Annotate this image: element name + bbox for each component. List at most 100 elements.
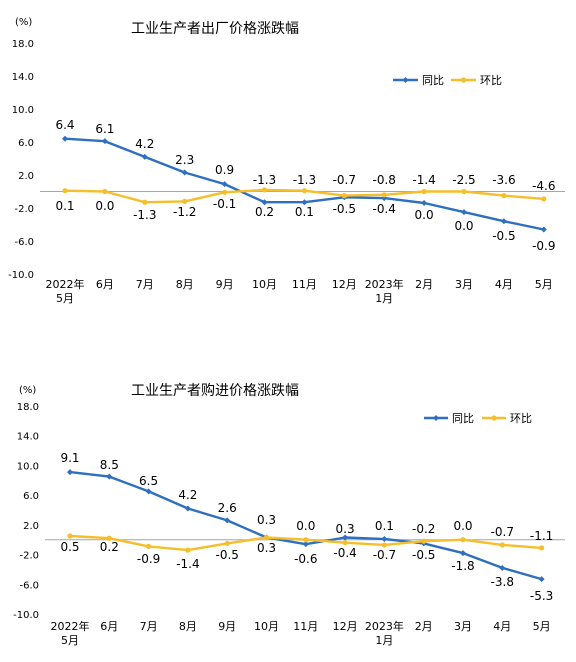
data-point-mom bbox=[342, 540, 348, 546]
data-point-mom bbox=[102, 188, 108, 195]
data-point-mom bbox=[62, 188, 68, 194]
data-label: 0.0 bbox=[296, 519, 315, 533]
chart-1: 工业生产者出厂价格涨跌幅 (%) 18.0 14.0 10.0 6.0 2.0 -2.0 -6.… bbox=[8, 17, 565, 305]
x-category-label: 3月 bbox=[455, 278, 473, 291]
data-point-mom bbox=[501, 193, 507, 199]
x-category-label: 2月 bbox=[415, 278, 433, 291]
data-point-yoy bbox=[381, 535, 388, 542]
data-label: 6.1 bbox=[95, 122, 114, 136]
legend-label-mom: 环比 bbox=[510, 412, 532, 425]
data-point-yoy bbox=[499, 564, 506, 571]
x-category-label: 1月 bbox=[375, 634, 393, 647]
chart-2: 工业生产者购进价格涨跌幅 (%) 18.0 14.0 10.0 6.0 2.0 -2.0 -6.… bbox=[13, 383, 565, 647]
y-tick-label: 6.0 bbox=[18, 138, 34, 149]
data-label: -0.4 bbox=[372, 202, 395, 216]
data-label: -1.1 bbox=[530, 529, 553, 543]
x-category-label: 4月 bbox=[493, 620, 511, 633]
x-category-label: 2023年 bbox=[365, 619, 404, 633]
x-category-label: 6月 bbox=[96, 278, 114, 291]
data-label: -0.9 bbox=[532, 239, 555, 253]
x-category-label: 7月 bbox=[140, 620, 158, 633]
x-category-label: 8月 bbox=[176, 278, 194, 291]
data-label: 8.5 bbox=[100, 458, 119, 472]
data-label: -0.7 bbox=[491, 525, 514, 539]
data-label: 4.2 bbox=[135, 137, 154, 151]
x-category-label: 2月 bbox=[415, 620, 433, 633]
data-point-mom bbox=[381, 192, 387, 198]
data-point-mom bbox=[146, 543, 152, 550]
data-label: 4.2 bbox=[178, 488, 197, 502]
y-tick-label: 18.0 bbox=[12, 39, 34, 50]
data-point-mom bbox=[222, 189, 228, 195]
data-point-yoy bbox=[141, 153, 148, 160]
legend-marker-mom bbox=[460, 77, 467, 83]
x-category-label: 2023年 bbox=[365, 277, 404, 291]
data-label: 0.0 bbox=[95, 199, 114, 213]
data-label: -0.6 bbox=[294, 552, 317, 566]
data-point-yoy bbox=[461, 209, 467, 216]
data-label: 0.1 bbox=[295, 205, 314, 219]
data-point-mom bbox=[499, 542, 505, 548]
y-tick-label: -6.0 bbox=[14, 237, 34, 248]
x-category-label: 4月 bbox=[495, 278, 513, 291]
data-point-mom bbox=[261, 187, 268, 193]
legend-label-mom: 环比 bbox=[480, 74, 502, 87]
data-point-yoy bbox=[221, 181, 228, 188]
data-label: -3.8 bbox=[491, 575, 514, 589]
data-point-yoy bbox=[302, 541, 309, 548]
x-category-label: 3月 bbox=[454, 620, 472, 633]
y-tick-label: -2.0 bbox=[19, 551, 39, 562]
x-category-label: 11月 bbox=[293, 620, 318, 633]
data-label: 0.1 bbox=[55, 199, 74, 213]
x-category-label: 12月 bbox=[333, 620, 358, 633]
legend-label-yoy: 同比 bbox=[422, 74, 444, 87]
data-label: -0.7 bbox=[333, 173, 356, 187]
x-category-label: 7月 bbox=[136, 278, 154, 291]
data-point-yoy bbox=[62, 135, 68, 142]
data-label: -0.5 bbox=[333, 202, 356, 216]
data-point-mom bbox=[460, 537, 466, 543]
data-label: -0.5 bbox=[215, 548, 238, 562]
y-tick-label: -6.0 bbox=[19, 580, 39, 591]
data-point-mom bbox=[461, 188, 467, 195]
data-label: -1.4 bbox=[412, 173, 435, 187]
x-category-label: 5月 bbox=[56, 292, 74, 305]
data-label: -0.8 bbox=[372, 173, 395, 187]
data-label: -5.3 bbox=[530, 589, 553, 603]
data-point-yoy bbox=[67, 469, 73, 476]
data-label: -3.6 bbox=[492, 173, 515, 187]
y-tick-label: -10.0 bbox=[8, 270, 34, 281]
data-point-yoy bbox=[500, 218, 507, 225]
y-tick-label: -10.0 bbox=[13, 610, 39, 621]
data-point-mom bbox=[303, 537, 309, 543]
data-point-yoy bbox=[538, 576, 545, 583]
data-point-mom bbox=[421, 188, 427, 195]
x-category-label: 8月 bbox=[179, 620, 197, 633]
x-category-label: 12月 bbox=[332, 278, 357, 291]
data-point-yoy bbox=[145, 488, 152, 495]
x-category-label: 6月 bbox=[100, 620, 118, 633]
x-category-label: 5月 bbox=[533, 620, 551, 633]
data-label: 0.0 bbox=[415, 208, 434, 222]
data-label: 2.3 bbox=[175, 153, 194, 167]
legend-marker-yoy bbox=[402, 77, 409, 83]
data-point-mom bbox=[106, 535, 112, 541]
chart-title: 工业生产者购进价格涨跌幅 bbox=[131, 383, 299, 399]
data-label: -0.2 bbox=[412, 522, 435, 536]
x-category-label: 5月 bbox=[61, 634, 79, 647]
data-label: 0.3 bbox=[257, 541, 276, 555]
x-category-label: 11月 bbox=[292, 278, 317, 291]
data-label: -0.9 bbox=[137, 552, 160, 566]
y-tick-label: 10.0 bbox=[12, 105, 34, 116]
data-label: 0.2 bbox=[100, 540, 119, 554]
data-point-mom bbox=[539, 545, 545, 551]
data-label: 0.0 bbox=[454, 219, 473, 233]
y-tick-label: 18.0 bbox=[17, 402, 39, 413]
data-point-mom bbox=[341, 193, 347, 199]
y-tick-label: -2.0 bbox=[14, 204, 34, 215]
data-label: -1.2 bbox=[173, 205, 196, 219]
y-tick-label: 2.0 bbox=[23, 521, 39, 532]
data-point-mom bbox=[185, 547, 191, 553]
data-label: 0.1 bbox=[375, 519, 394, 533]
